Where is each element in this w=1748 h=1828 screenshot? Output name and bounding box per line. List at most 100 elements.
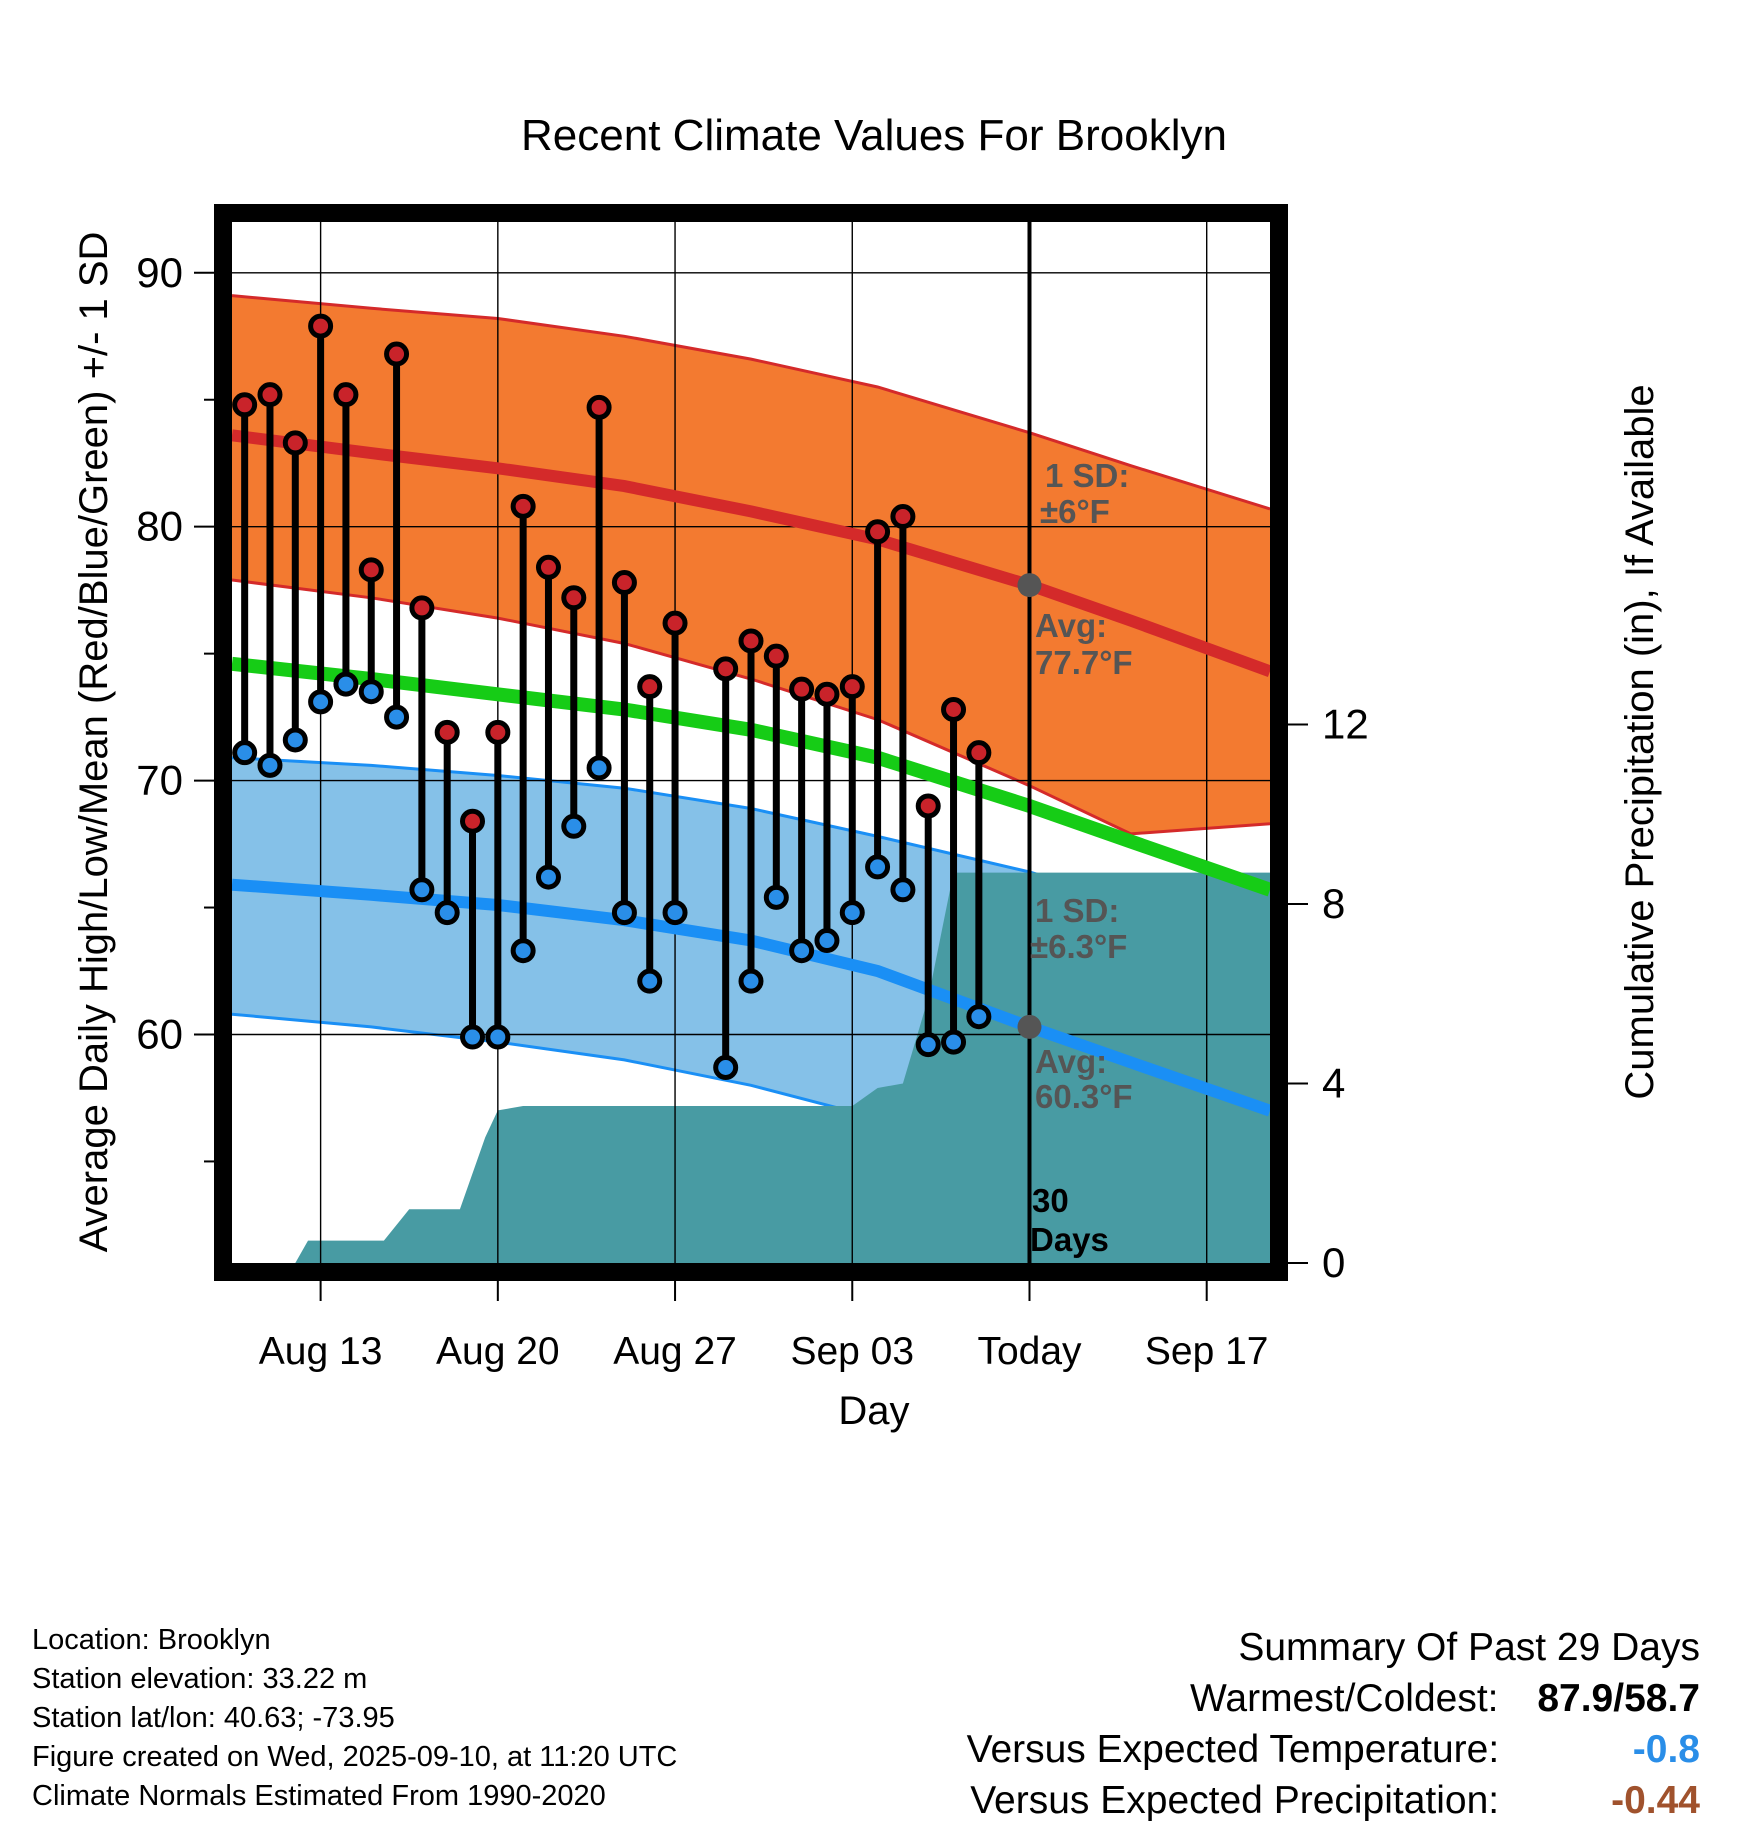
precip-label: Versus Expected Precipitation: — [970, 1779, 1500, 1822]
daily-low-point — [662, 900, 688, 926]
daily-low-point — [384, 704, 410, 730]
daily-low-point — [814, 928, 840, 954]
normals-text: Climate Normals Estimated From 1990-2020 — [32, 1780, 606, 1812]
daily-low-point — [738, 968, 764, 994]
daily-high-point — [257, 382, 283, 408]
warmest-value: 87.9/58.7 — [1537, 1677, 1700, 1720]
x-tick-label: Aug 27 — [613, 1330, 737, 1373]
precipitation-area — [232, 872, 1270, 1263]
today-high-avg-marker — [1017, 573, 1042, 598]
daily-high-point — [535, 554, 561, 580]
x-tick-label: Today — [977, 1330, 1082, 1373]
daily-high-point — [713, 656, 739, 682]
daily-high-point — [763, 643, 789, 669]
daily-low-point — [890, 877, 916, 903]
low-sd-label: 1 SD: — [1035, 892, 1119, 929]
daily-high-point — [586, 394, 612, 420]
daily-high-point — [282, 430, 308, 456]
high-sd-upper-edge — [232, 294, 1270, 511]
daily-observations — [232, 313, 992, 1080]
created-text: Figure created on Wed, 2025-09-10, at 11… — [32, 1741, 678, 1773]
x-tick-label: Sep 03 — [790, 1330, 914, 1373]
daily-low-point — [941, 1029, 967, 1055]
low-avg-label: Avg: — [1035, 1043, 1107, 1080]
daily-low-point — [915, 1032, 941, 1058]
period-label-days: Days — [1030, 1221, 1109, 1258]
temp-label: Versus Expected Temperature: — [966, 1728, 1500, 1771]
daily-low-point — [839, 900, 865, 926]
daily-low-point — [637, 968, 663, 994]
daily-high-point — [941, 696, 967, 722]
period-label-number: 30 — [1032, 1182, 1069, 1219]
x-tick-label: Aug 20 — [436, 1330, 560, 1373]
daily-high-point — [611, 570, 637, 596]
high-sd-value: ±6°F — [1040, 493, 1110, 530]
daily-high-point — [738, 628, 764, 654]
y2-tick-label: 0 — [1322, 1239, 1345, 1286]
location-text: Location: Brooklyn — [32, 1624, 271, 1656]
y-axis-title: Average Daily High/Low/Mean (Red/Blue/Gr… — [72, 232, 116, 1253]
daily-low-point — [232, 740, 258, 766]
daily-low-point — [611, 900, 637, 926]
summary-panel: Summary Of Past 29 Days Warmest/Coldest:… — [967, 1622, 1700, 1826]
y-tick-label: 60 — [136, 1010, 183, 1057]
y2-tick-label: 8 — [1322, 880, 1345, 927]
daily-high-point — [637, 674, 663, 700]
daily-high-point — [890, 504, 916, 530]
daily-low-point — [485, 1024, 511, 1050]
high-avg-value: 77.7°F — [1035, 644, 1133, 681]
daily-low-point — [257, 752, 283, 778]
elevation-text: Station elevation: 33.22 m — [32, 1663, 368, 1695]
daily-low-point — [966, 1004, 992, 1030]
high-sd-label: 1 SD: — [1045, 457, 1129, 494]
today-low-avg-marker — [1017, 1014, 1042, 1039]
daily-low-point — [789, 938, 815, 964]
precip-value: -0.44 — [1611, 1779, 1700, 1822]
daily-high-point — [232, 392, 258, 418]
x-tick-label: Aug 13 — [259, 1330, 383, 1373]
daily-high-point — [409, 595, 435, 621]
warmest-label: Warmest/Coldest: — [1190, 1677, 1499, 1720]
daily-high-point — [561, 585, 587, 611]
temp-value: -0.8 — [1632, 1728, 1700, 1771]
x-axis-title: Day — [838, 1389, 909, 1433]
high-avg-label: Avg: — [1035, 607, 1107, 644]
normal-high-line — [232, 429, 1270, 678]
daily-high-point — [865, 519, 891, 545]
y-tick-label: 90 — [136, 249, 183, 296]
daily-high-point — [434, 719, 460, 745]
daily-high-point — [662, 610, 688, 636]
daily-low-point — [358, 679, 384, 705]
y-tick-label: 80 — [136, 503, 183, 550]
station-info: Location: Brooklyn Station elevation: 33… — [32, 1621, 677, 1816]
daily-high-point — [839, 674, 865, 700]
daily-high-point — [814, 681, 840, 707]
daily-low-point — [586, 755, 612, 781]
y2-axis-title: Cumulative Precipitation (in), If Availa… — [1618, 384, 1662, 1099]
y2-tick-label: 4 — [1322, 1060, 1345, 1107]
daily-low-point — [510, 938, 536, 964]
daily-low-point — [282, 727, 308, 753]
daily-high-point — [460, 808, 486, 834]
daily-low-point — [434, 900, 460, 926]
daily-low-point — [865, 854, 891, 880]
summary-title: Summary Of Past 29 Days — [1238, 1626, 1700, 1669]
daily-high-point — [485, 719, 511, 745]
daily-low-point — [409, 877, 435, 903]
y-tick-label: 70 — [136, 757, 183, 804]
daily-low-point — [460, 1024, 486, 1050]
daily-high-point — [308, 313, 334, 339]
daily-high-point — [915, 793, 941, 819]
daily-high-point — [333, 382, 359, 408]
x-tick-label: Sep 17 — [1145, 1330, 1269, 1373]
summary-warmest-row: Warmest/Coldest: 87.9/58.7 — [967, 1673, 1700, 1724]
daily-high-point — [384, 341, 410, 367]
low-avg-value: 60.3°F — [1035, 1078, 1133, 1115]
chart-title: Recent Climate Values For Brooklyn — [521, 111, 1227, 160]
daily-low-point — [535, 864, 561, 890]
daily-low-point — [561, 813, 587, 839]
latlon-text: Station lat/lon: 40.63; -73.95 — [32, 1702, 395, 1734]
plot-frame — [214, 204, 1288, 1281]
daily-high-point — [966, 740, 992, 766]
